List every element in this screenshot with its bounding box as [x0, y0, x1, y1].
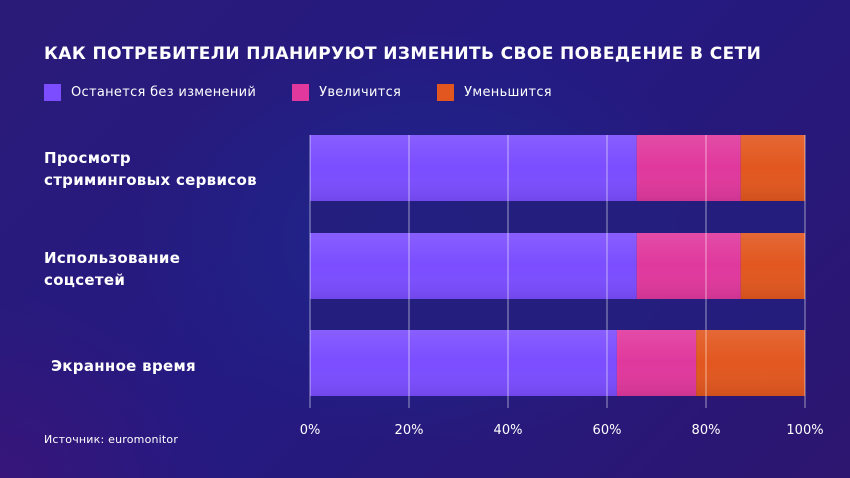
legend-swatch-unchanged — [44, 84, 61, 101]
category-label-social: Использование соцсетей — [44, 247, 180, 291]
bar-segments — [310, 135, 805, 396]
category-label-social-text: Использование соцсетей — [44, 249, 181, 289]
gridlines — [309, 135, 806, 408]
bar-shade-1-1 — [636, 233, 741, 299]
x-tick-label-5: 100% — [786, 423, 823, 438]
x-tick-label-3: 60% — [593, 423, 622, 438]
category-label-screen-time: Экранное время — [51, 355, 196, 377]
legend-item-increase: Увеличится — [292, 84, 401, 101]
bar-shade-1-2 — [740, 233, 805, 299]
x-tick-label-4: 80% — [692, 423, 721, 438]
legend-label-decrease: Уменьшится — [464, 85, 552, 100]
x-tick-labels: 0% 20% 40% 60% 80% 100% — [300, 423, 824, 438]
category-label-screen-time-text: Экранное время — [51, 357, 196, 375]
bar-shade-0-0 — [310, 135, 637, 201]
legend-swatch-increase — [292, 84, 310, 101]
category-label-streaming-text: Просмотр стриминговых сервисов — [44, 149, 257, 189]
bar-shade-2-0 — [310, 330, 617, 396]
legend-label-unchanged: Останется без изменений — [71, 85, 257, 100]
bar-shade-0-2 — [740, 135, 805, 201]
x-tick-label-2: 40% — [494, 423, 523, 438]
x-tick-label-0: 0% — [300, 423, 321, 438]
bar-shade-0-1 — [636, 135, 741, 201]
legend-label-increase: Увеличится — [319, 85, 402, 100]
legend-item-unchanged: Останется без изменений — [44, 84, 256, 101]
x-tick-label-1: 20% — [395, 423, 424, 438]
legend: Останется без изменений Увеличится Умень… — [44, 84, 552, 101]
legend-swatch-decrease — [437, 84, 455, 101]
category-label-streaming: Просмотр стриминговых сервисов — [44, 147, 257, 191]
chart-title: КАК ПОТРЕБИТЕЛИ ПЛАНИРУЮТ ИЗМЕНИТЬ СВОЕ … — [44, 44, 762, 64]
bar-shade-1-0 — [310, 233, 637, 299]
bar-shade-2-1 — [616, 330, 697, 396]
source-note: Источник: euromonitor — [44, 433, 179, 446]
bar-shade-2-2 — [696, 330, 805, 396]
legend-item-decrease: Уменьшится — [437, 84, 552, 101]
